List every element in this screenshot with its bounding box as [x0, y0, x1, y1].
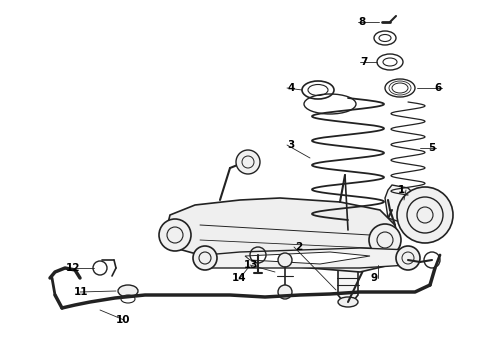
Ellipse shape: [338, 297, 358, 307]
Circle shape: [193, 246, 217, 270]
Ellipse shape: [118, 285, 138, 297]
Text: 2: 2: [295, 242, 302, 252]
Circle shape: [396, 246, 420, 270]
Text: 13: 13: [244, 260, 258, 270]
Text: 14: 14: [232, 273, 246, 283]
Circle shape: [278, 253, 292, 267]
Text: 7: 7: [361, 57, 368, 67]
Text: 11: 11: [74, 287, 88, 297]
Text: 4: 4: [288, 83, 295, 93]
Text: 1: 1: [398, 185, 405, 195]
Circle shape: [236, 150, 260, 174]
Text: 5: 5: [428, 143, 435, 153]
Circle shape: [159, 219, 191, 251]
Text: 12: 12: [66, 263, 80, 273]
Text: 8: 8: [359, 17, 366, 27]
Circle shape: [397, 187, 453, 243]
Polygon shape: [385, 185, 415, 222]
Text: 6: 6: [434, 83, 441, 93]
Circle shape: [369, 224, 401, 256]
Text: 9: 9: [370, 273, 377, 283]
Polygon shape: [338, 270, 358, 300]
Polygon shape: [165, 198, 400, 272]
Circle shape: [278, 285, 292, 299]
Polygon shape: [245, 252, 370, 264]
Polygon shape: [205, 248, 410, 268]
Text: 3: 3: [288, 140, 295, 150]
Text: 10: 10: [116, 315, 130, 325]
